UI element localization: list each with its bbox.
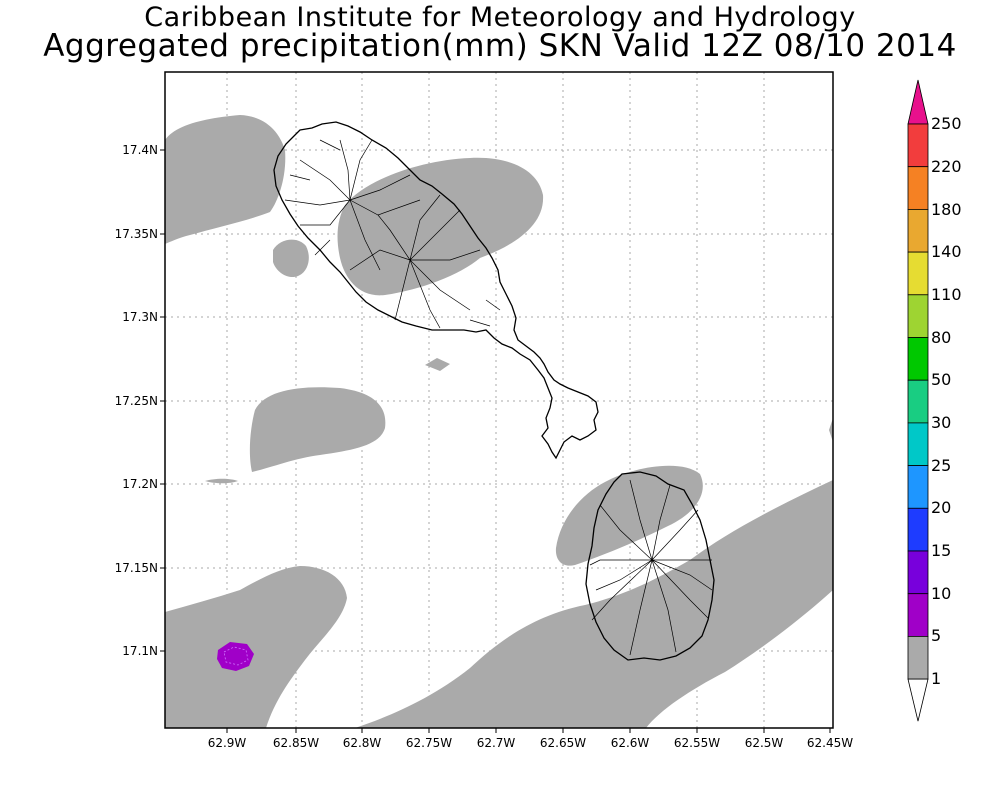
precip-area-southeast — [355, 480, 833, 728]
colorbar-swatch — [907, 636, 929, 680]
lat-tick-label: 17.15N — [115, 561, 158, 575]
colorbar-label: 25 — [931, 456, 951, 475]
precip-area-5-10mm-inner-contour — [223, 646, 249, 666]
lon-tick-label: 62.65W — [540, 736, 586, 750]
colorbar-swatch — [907, 251, 929, 296]
precip-area-north-central — [337, 157, 544, 296]
precipitation-colorbar — [907, 79, 929, 722]
nevis-island — [585, 471, 715, 661]
map-title-institute: Caribbean Institute for Meteorology and … — [144, 2, 856, 33]
lat-tick-label: 17.2N — [122, 477, 158, 491]
colorbar-swatch — [907, 208, 929, 253]
axis-ticks — [160, 149, 831, 733]
lon-tick-label: 62.6W — [611, 736, 650, 750]
precip-area-5-10mm — [217, 642, 254, 671]
lon-tick-label: 62.5W — [745, 736, 784, 750]
lon-tick-label: 62.75W — [406, 736, 452, 750]
lon-tick-label: 62.8W — [343, 736, 382, 750]
nevis-drainage — [589, 479, 713, 656]
longitude-axis: 62.9W 62.85W 62.8W 62.75W 62.7W 62.65W 6… — [208, 736, 854, 750]
lon-tick-label: 62.9W — [208, 736, 247, 750]
precip-area-east-edge — [829, 418, 833, 442]
colorbar-label: 1 — [931, 669, 941, 688]
lon-tick-label: 62.85W — [273, 736, 319, 750]
precip-area-sliver — [205, 478, 238, 484]
colorbar-swatch — [907, 465, 929, 509]
colorbar-label: 30 — [931, 413, 951, 432]
st-kitts-island — [273, 121, 599, 460]
colorbar-label: 20 — [931, 498, 951, 517]
colorbar-swatch — [907, 507, 929, 552]
colorbar-label: 50 — [931, 370, 951, 389]
lat-tick-label: 17.1N — [122, 644, 158, 658]
map-title-product: Aggregated precipitation(mm) SKN Valid 1… — [43, 28, 957, 64]
colorbar-label: 15 — [931, 541, 951, 560]
lon-tick-label: 62.45W — [807, 736, 853, 750]
lat-tick-label: 17.3N — [122, 310, 158, 324]
precip-area-northwest — [165, 115, 286, 244]
precipitation-field — [165, 72, 833, 728]
colorbar-top-triangle — [907, 79, 929, 125]
lat-tick-label: 17.35N — [115, 227, 158, 241]
colorbar-label: 10 — [931, 584, 951, 603]
precip-area-central-west — [249, 387, 386, 472]
colorbar-swatch — [907, 550, 929, 595]
colorbar-label: 250 — [931, 114, 962, 133]
lat-tick-label: 17.25N — [115, 394, 158, 408]
colorbar-label: 110 — [931, 285, 962, 304]
precip-area-speck — [425, 358, 450, 371]
colorbar-label: 180 — [931, 200, 962, 219]
colorbar-bottom-triangle — [907, 678, 929, 722]
precip-area-southwest — [165, 566, 347, 728]
colorbar-swatch — [907, 422, 929, 466]
colorbar-swatch — [907, 593, 929, 637]
colorbar-label: 220 — [931, 157, 962, 176]
lon-tick-label: 62.55W — [674, 736, 720, 750]
colorbar-labels: 250 220 180 140 110 80 50 30 25 20 15 10… — [931, 114, 962, 688]
colorbar-swatch — [907, 166, 929, 210]
colorbar-swatch — [907, 294, 929, 338]
colorbar-label: 5 — [931, 626, 941, 645]
colorbar-swatch — [907, 379, 929, 424]
precip-area-small-west — [273, 239, 309, 278]
colorbar-label: 140 — [931, 242, 962, 261]
colorbar-swatch — [907, 123, 929, 168]
st-kitts-drainage — [284, 139, 501, 329]
map-frame — [164, 71, 834, 729]
colorbar-swatch — [907, 337, 929, 381]
lat-tick-label: 17.4N — [122, 143, 158, 157]
latitude-axis: 17.4N 17.35N 17.3N 17.25N 17.2N 17.15N 1… — [115, 143, 158, 658]
colorbar-label: 80 — [931, 328, 951, 347]
lon-tick-label: 62.7W — [477, 736, 516, 750]
